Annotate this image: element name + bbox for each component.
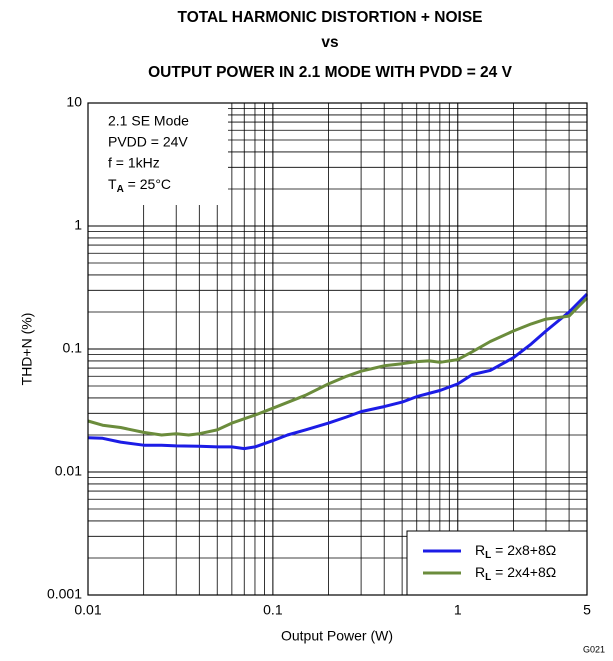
chart-title: TOTAL HARMONIC DISTORTION + NOISE: [178, 9, 483, 26]
chart-title: OUTPUT POWER IN 2.1 MODE WITH PVDD = 24 …: [148, 64, 513, 81]
legend-label: RL = 2x4+8Ω: [475, 564, 556, 583]
chart-title: vs: [321, 34, 338, 51]
y-tick-label: 1: [74, 217, 82, 233]
y-tick-label: 0.01: [55, 463, 82, 479]
y-tick-label: 0.1: [63, 340, 83, 356]
x-axis-label: Output Power (W): [281, 628, 393, 644]
x-tick-label: 5: [583, 602, 591, 618]
plot-frame: [87, 102, 588, 596]
annotation: PVDD = 24V: [108, 134, 188, 150]
annotation: f = 1kHz: [108, 155, 160, 171]
annotation: 2.1 SE Mode: [108, 113, 189, 129]
legend-box: [406, 530, 588, 596]
y-tick-label: 0.001: [47, 586, 82, 602]
annotation-box: [88, 103, 228, 205]
series-line: [87, 296, 589, 437]
x-tick-label: 0.01: [74, 602, 101, 618]
x-tick-label: 1: [454, 602, 462, 618]
legend-label: RL = 2x8+8Ω: [475, 542, 556, 561]
y-axis-label: THD+N (%): [19, 313, 35, 386]
annotation: TA = 25°C: [108, 176, 171, 195]
y-tick-label: 10: [66, 94, 82, 110]
series-line: [87, 292, 589, 451]
figure-id: G021: [583, 644, 605, 654]
x-tick-label: 0.1: [263, 602, 283, 618]
